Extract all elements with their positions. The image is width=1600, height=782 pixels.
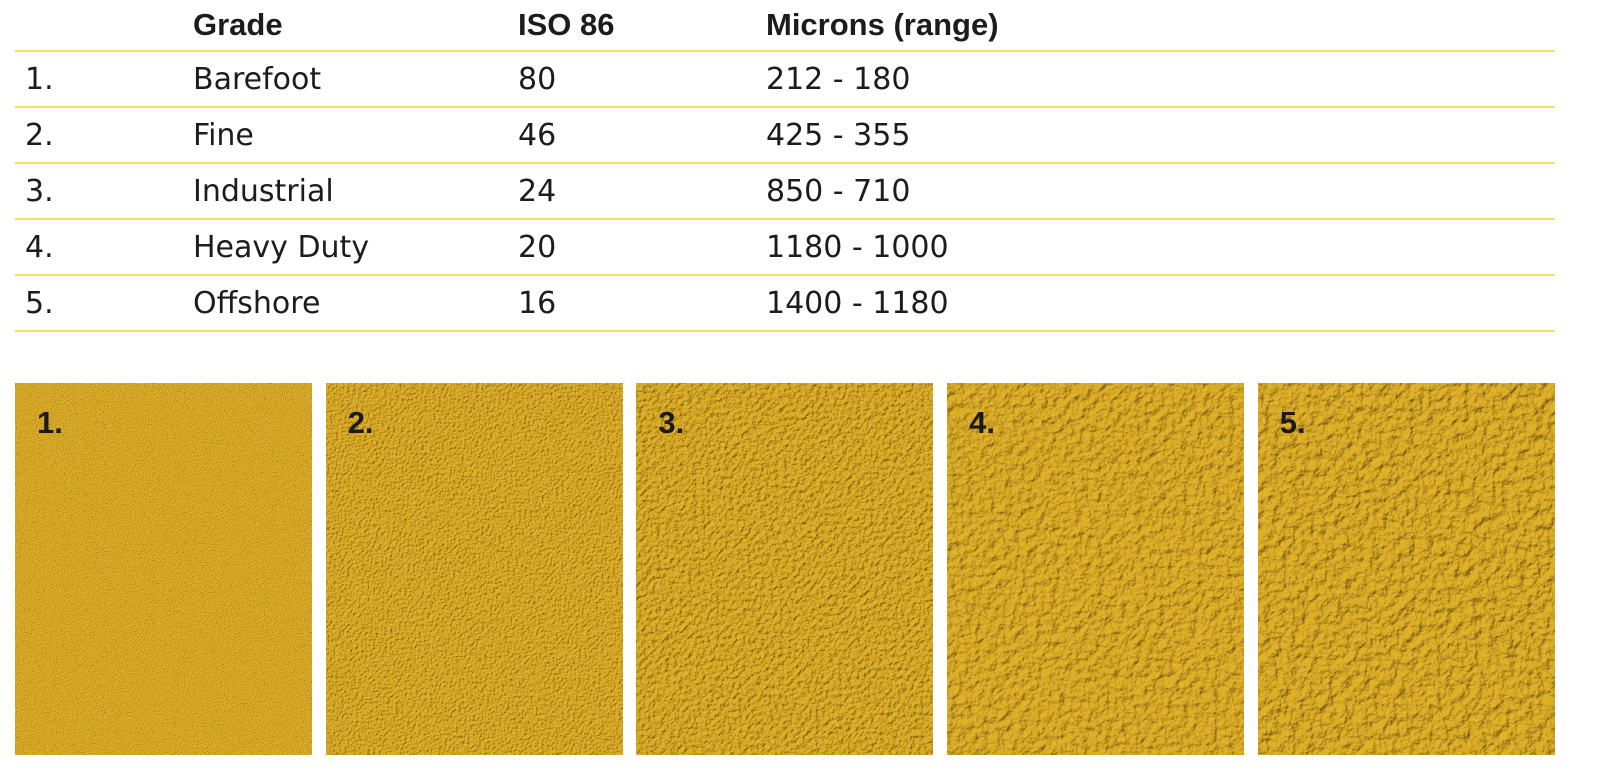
swatch-grain [947,383,1245,755]
texture-swatch: 4. [947,383,1245,755]
swatch-grain [325,383,623,755]
table-cell: Fine [193,117,254,153]
header-cell: Microns (range) [766,7,999,42]
table-cell: 850 - 710 [766,173,911,209]
swatch-label: 3. [658,405,685,440]
table-cell: 4. [25,229,54,265]
table-cell: 20 [518,229,557,265]
table-row: 5. Offshore 16 1400 - 1180 [15,276,1555,332]
table-cell: 46 [518,117,557,153]
swatch-grain [1257,383,1555,755]
swatch-texture [15,383,312,755]
table-cell: 3. [25,173,54,209]
swatch-texture [1257,383,1555,755]
table-header: Grade ISO 86 Microns (range) [15,0,1555,52]
table-cell: Offshore [193,285,321,321]
table-cell: 24 [518,173,557,209]
table-cell: 5. [25,285,54,321]
texture-swatch: 3. [636,383,934,755]
swatch-texture [325,383,623,755]
table-row: 2. Fine 46 425 - 355 [15,108,1555,164]
table-cell: 2. [25,117,54,153]
texture-swatch: 1. [15,383,312,755]
swatch-grain [636,383,934,755]
table-cell: 212 - 180 [766,61,911,97]
swatch-label: 2. [347,405,374,440]
table-cell: 1180 - 1000 [766,229,949,265]
table-cell: 1400 - 1180 [766,285,949,321]
grade-table: Grade ISO 86 Microns (range) 1. Barefoot 8… [15,0,1555,332]
swatch-texture [636,383,934,755]
swatch-label: 1. [37,405,63,440]
swatch-grain [15,383,312,755]
table-cell: Industrial [193,173,334,209]
header-cell: ISO 86 [518,7,615,42]
swatch-label: 5. [1279,405,1306,440]
texture-swatch: 2. [325,383,623,755]
table-row: 4. Heavy Duty 20 1180 - 1000 [15,220,1555,276]
table-cell: 425 - 355 [766,117,911,153]
table-cell: Barefoot [193,61,322,97]
table-cell: Heavy Duty [193,229,370,265]
table-cell: 1. [25,61,54,97]
table-row: 1. Barefoot 80 212 - 180 [15,52,1555,108]
table-cell: 16 [518,285,557,321]
texture-swatch: 5. [1257,383,1555,755]
swatch-label: 4. [969,405,995,440]
header-cell: Grade [193,7,283,42]
table-row: 3. Industrial 24 850 - 710 [15,164,1555,220]
swatch-texture [947,383,1245,755]
table-cell: 80 [518,61,557,97]
